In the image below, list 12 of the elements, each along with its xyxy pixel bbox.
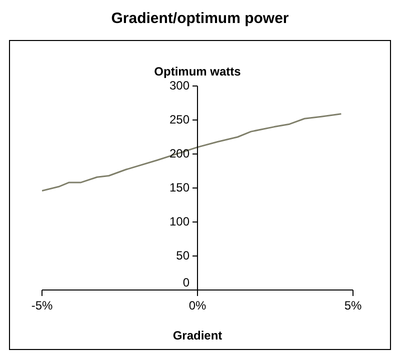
y-axis-title: Optimum watts [154,64,242,78]
y-tick-label: 0 [182,275,190,290]
y-tick-label: 150 [169,180,190,194]
y-tick-label: 250 [169,112,190,126]
x-tick-label: -5% [31,298,53,312]
y-tick-label: 100 [169,214,190,228]
x-axis-title: Gradient [172,328,222,342]
chart-title: Gradient/optimum power [110,10,290,27]
x-tick-label: 5% [344,298,362,312]
y-tick-label: 300 [169,78,190,92]
x-tick-label: 0% [188,298,206,312]
y-tick-label: 50 [176,248,190,262]
